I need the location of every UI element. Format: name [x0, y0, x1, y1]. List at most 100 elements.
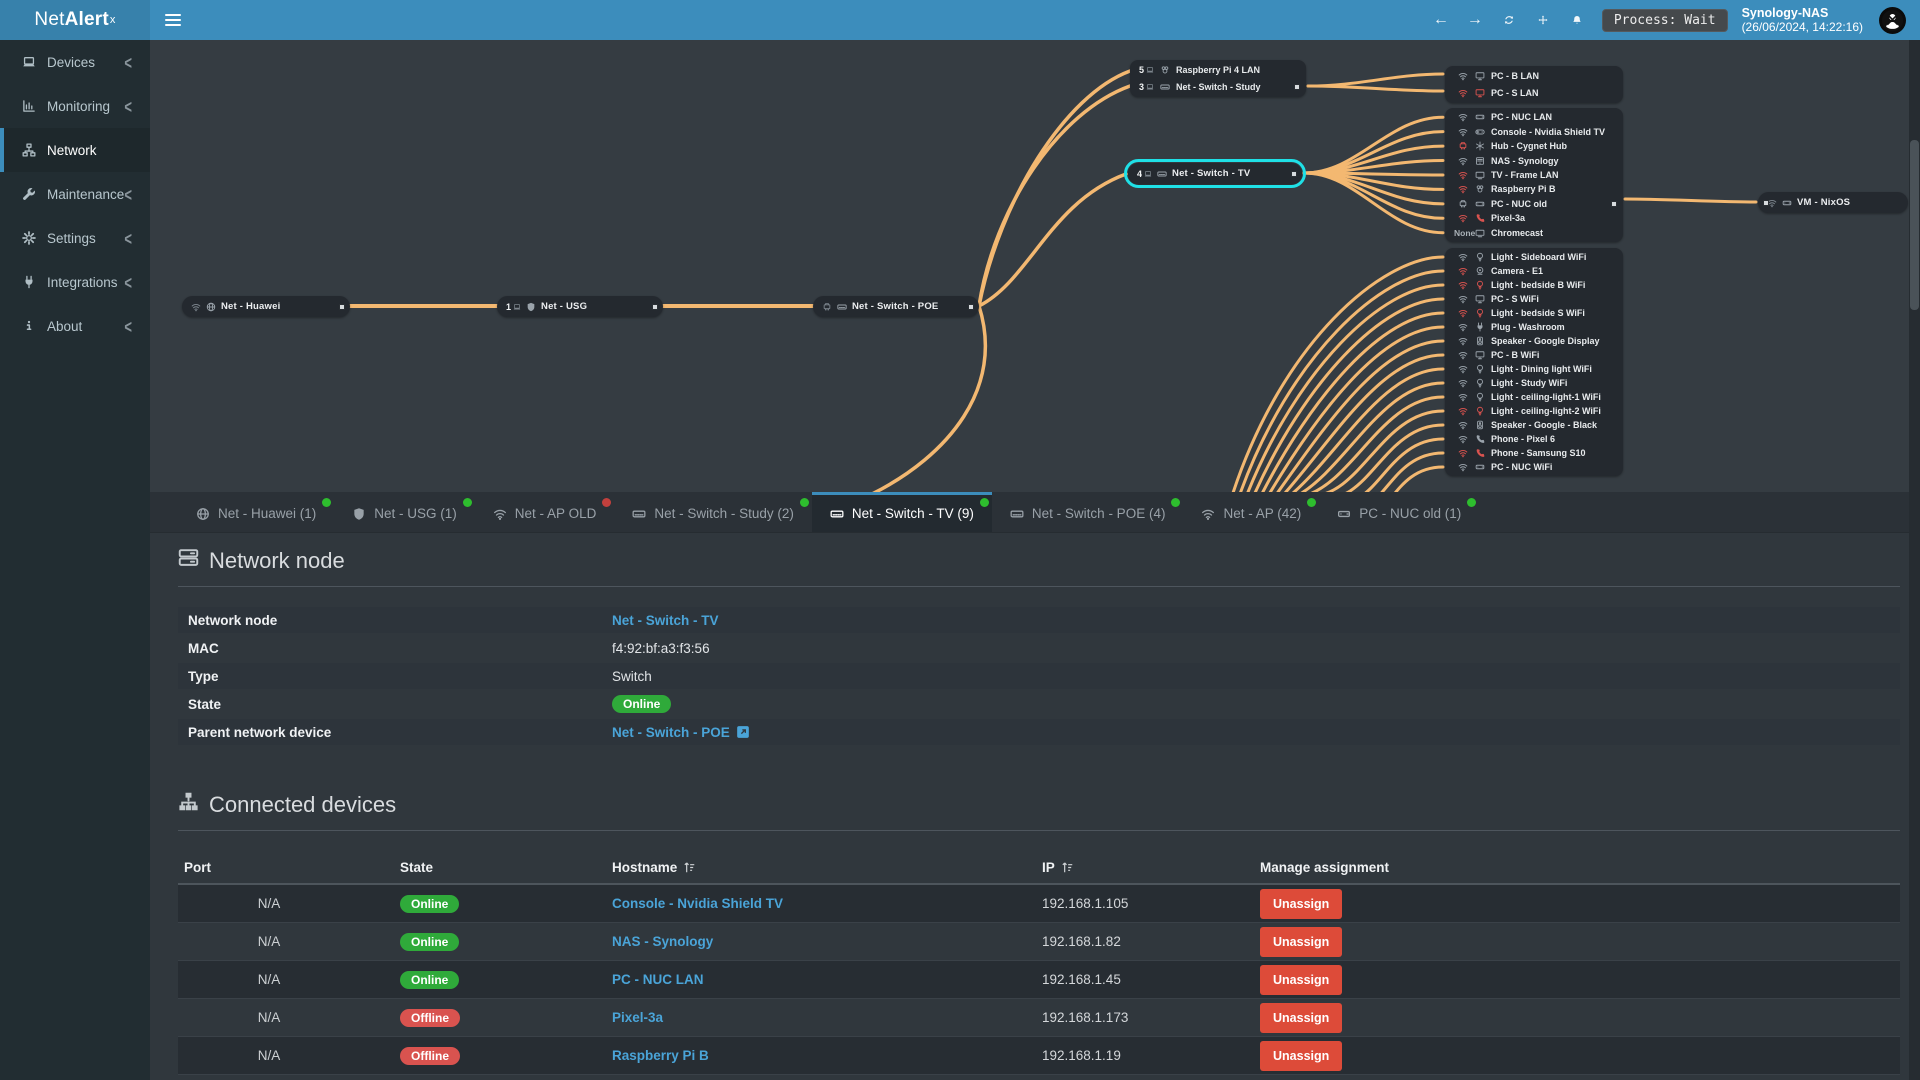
device-row[interactable]: TV - Frame LAN — [1445, 168, 1623, 182]
sidebar-toggle-button[interactable] — [150, 0, 196, 40]
sidebar-item-about[interactable]: About < — [0, 304, 150, 348]
scrollbar-thumb[interactable] — [1910, 140, 1919, 310]
switch-icon — [1157, 169, 1167, 179]
bulb-icon — [1475, 252, 1485, 262]
unassign-button[interactable]: Unassign — [1260, 1002, 1343, 1033]
ethernet-icon — [822, 302, 832, 312]
device-row[interactable]: Plug - Washroom — [1445, 320, 1623, 334]
wifi-icon — [1458, 71, 1468, 81]
sidebar-item-maintenance[interactable]: Maintenance < — [0, 172, 150, 216]
device-row[interactable]: PC - B WiFi — [1445, 348, 1623, 362]
network-node-net-huawei[interactable]: Net - Huawei — [182, 296, 350, 317]
sidebar-item-settings[interactable]: Settings < — [0, 216, 150, 260]
device-row[interactable]: Light - bedside B WiFi — [1445, 278, 1623, 292]
sidebar-item-integrations[interactable]: Integrations < — [0, 260, 150, 304]
device-row[interactable]: PC - NUC old — [1445, 197, 1623, 211]
connected-count: 1 — [506, 302, 521, 312]
logo-text: Net — [34, 9, 65, 30]
device-row[interactable]: Hub - Cygnet Hub — [1445, 139, 1623, 153]
device-row[interactable]: Light - Sideboard WiFi — [1445, 250, 1623, 264]
tab-net-ap-42-[interactable]: Net - AP (42) — [1183, 492, 1319, 532]
device-row[interactable]: Raspberry Pi B — [1445, 182, 1623, 196]
external-link-icon[interactable] — [736, 725, 750, 739]
device-row[interactable]: Light - bedside S WiFi — [1445, 306, 1623, 320]
device-row[interactable]: PC - B LAN — [1445, 68, 1623, 85]
user-avatar[interactable] — [1879, 6, 1906, 34]
network-node-net-usg[interactable]: 1 Net - USG — [497, 296, 663, 317]
device-row[interactable]: Console - Nvidia Shield TV — [1445, 124, 1623, 138]
network-node-vm-nixos[interactable]: VM - NixOS — [1758, 192, 1908, 213]
device-row[interactable]: Camera - E1 — [1445, 264, 1623, 278]
sidebar-item-network[interactable]: Network — [0, 128, 150, 172]
tab-net-switch-poe-4-[interactable]: Net - Switch - POE (4) — [992, 492, 1184, 532]
nas-icon — [1475, 156, 1485, 166]
wifi-icon — [1458, 266, 1468, 276]
network-node-net-switch-tv[interactable]: 4 Net - Switch - TV — [1124, 159, 1306, 188]
device-row[interactable]: Light - Study WiFi — [1445, 376, 1623, 390]
device-row[interactable]: 3 Net - Switch - Study — [1130, 79, 1306, 96]
device-row[interactable]: Speaker - Google - Black — [1445, 418, 1623, 432]
detail-label: Parent network device — [188, 724, 332, 740]
move-icon[interactable] — [1526, 0, 1560, 40]
column-header-hostname[interactable]: Hostname — [612, 860, 1042, 875]
device-row[interactable]: PC - S WiFi — [1445, 292, 1623, 306]
tab-pc-nuc-old-1-[interactable]: PC - NUC old (1) — [1319, 492, 1479, 532]
sidebar-item-label: About — [47, 318, 83, 334]
device-row[interactable]: PC - S LAN — [1445, 85, 1623, 102]
node-group-ap-devices[interactable]: Light - Sideboard WiFi Camera - E1 Light -… — [1445, 248, 1623, 476]
laptop-icon — [1146, 66, 1154, 74]
hostname-link[interactable]: Console - Nvidia Shield TV — [612, 896, 784, 911]
tab-net-huawei-1-[interactable]: Net - Huawei (1) — [178, 492, 334, 532]
tab-net-switch-tv-9-[interactable]: Net - Switch - TV (9) — [811, 492, 992, 532]
node-group-study[interactable]: 5 Raspberry Pi 4 LAN 3 Net - Switch - Study — [1130, 60, 1306, 97]
hostname-link[interactable]: Raspberry Pi B — [612, 1048, 709, 1063]
detail-row: MAC f4:92:bf:a3:f3:56 — [178, 635, 1900, 661]
ethernet-icon — [1458, 199, 1468, 209]
node-group-pc-lan[interactable]: PC - B LAN PC - S LAN — [1445, 66, 1623, 103]
status-dot-green — [799, 498, 809, 507]
unassign-button[interactable]: Unassign — [1260, 964, 1343, 995]
hostname-link[interactable]: NAS - Synology — [612, 934, 714, 949]
device-row[interactable]: Pixel-3a — [1445, 211, 1623, 225]
device-row[interactable]: Light - ceiling-light-1 WiFi — [1445, 390, 1623, 404]
device-row[interactable]: Light - ceiling-light-2 WiFi — [1445, 404, 1623, 418]
tab-net-usg-1-[interactable]: Net - USG (1) — [334, 492, 475, 532]
nav-forward-button[interactable]: → — [1466, 11, 1483, 28]
device-row[interactable]: 5 Raspberry Pi 4 LAN — [1130, 62, 1306, 79]
nav-back-button[interactable]: ← — [1432, 11, 1449, 28]
node-link[interactable]: Net - Switch - TV — [612, 612, 719, 628]
device-row[interactable]: PC - NUC WiFi — [1445, 460, 1623, 474]
wifi-icon — [493, 507, 507, 521]
notifications-bell-icon[interactable] — [1560, 0, 1594, 40]
device-row[interactable]: Phone - Pixel 6 — [1445, 432, 1623, 446]
hostname-link[interactable]: PC - NUC LAN — [612, 972, 704, 987]
tab-net-ap-old[interactable]: Net - AP OLD — [475, 492, 615, 532]
node-group-tv-devices[interactable]: PC - NUC LAN Console - Nvidia Shield TV Hu… — [1445, 108, 1623, 242]
wifi-icon — [1458, 170, 1468, 180]
unassign-button[interactable]: Unassign — [1260, 1040, 1343, 1071]
tv-icon — [1475, 228, 1485, 238]
tab-net-switch-study-2-[interactable]: Net - Switch - Study (2) — [614, 492, 812, 532]
app-logo[interactable]: Net Alert x — [0, 0, 150, 40]
unassign-button[interactable]: Unassign — [1260, 926, 1343, 957]
page-scrollbar[interactable] — [1909, 40, 1920, 1080]
unassign-button[interactable]: Unassign — [1260, 888, 1343, 919]
device-label: Light - Sideboard WiFi — [1491, 252, 1587, 262]
device-row[interactable]: PC - NUC LAN — [1445, 110, 1623, 124]
hostname-link[interactable]: Pixel-3a — [612, 1010, 664, 1025]
connected-count: 3 — [1139, 82, 1156, 92]
device-row[interactable]: Light - Dining light WiFi — [1445, 362, 1623, 376]
sidebar-item-devices[interactable]: Devices < — [0, 40, 150, 84]
parent-node-link[interactable]: Net - Switch - POE — [612, 724, 730, 740]
device-row[interactable]: Phone - Samsung S10 — [1445, 446, 1623, 460]
device-row[interactable]: NAS - Synology — [1445, 153, 1623, 167]
device-row[interactable]: None Chromecast — [1445, 226, 1623, 240]
network-topology-canvas[interactable]: Net - Huawei 1 Net - USG Net - Switch - POE… — [150, 40, 1920, 492]
sidebar-item-monitoring[interactable]: Monitoring < — [0, 84, 150, 128]
network-node-details: Network node Net - Switch - TV MAC f4:92:… — [178, 607, 1900, 745]
refresh-icon[interactable] — [1492, 0, 1526, 40]
column-header-ip[interactable]: IP — [1042, 860, 1260, 875]
sidebar-item-label: Network — [47, 142, 97, 158]
network-node-net-switch-poe[interactable]: Net - Switch - POE — [813, 296, 979, 317]
device-row[interactable]: Speaker - Google Display — [1445, 334, 1623, 348]
